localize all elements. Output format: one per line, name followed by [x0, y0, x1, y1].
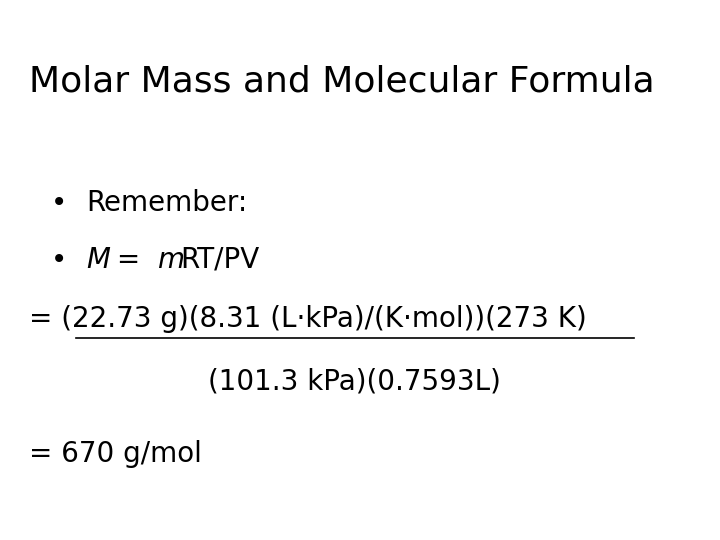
Text: •: •: [50, 246, 67, 274]
Text: RT/PV: RT/PV: [181, 246, 260, 274]
Text: Molar Mass and Molecular Formula: Molar Mass and Molecular Formula: [29, 65, 654, 99]
Text: (101.3 kPa)(0.7593L): (101.3 kPa)(0.7593L): [208, 367, 501, 395]
Text: =: =: [108, 246, 149, 274]
Text: m: m: [157, 246, 184, 274]
Text: •: •: [50, 189, 67, 217]
Text: Remember:: Remember:: [86, 189, 248, 217]
Text: = (22.73 g)(8.31 (L·kPa)/(K·mol))(273 K): = (22.73 g)(8.31 (L·kPa)/(K·mol))(273 K): [29, 305, 587, 333]
Text: = 670 g/mol: = 670 g/mol: [29, 440, 202, 468]
Text: M: M: [86, 246, 110, 274]
